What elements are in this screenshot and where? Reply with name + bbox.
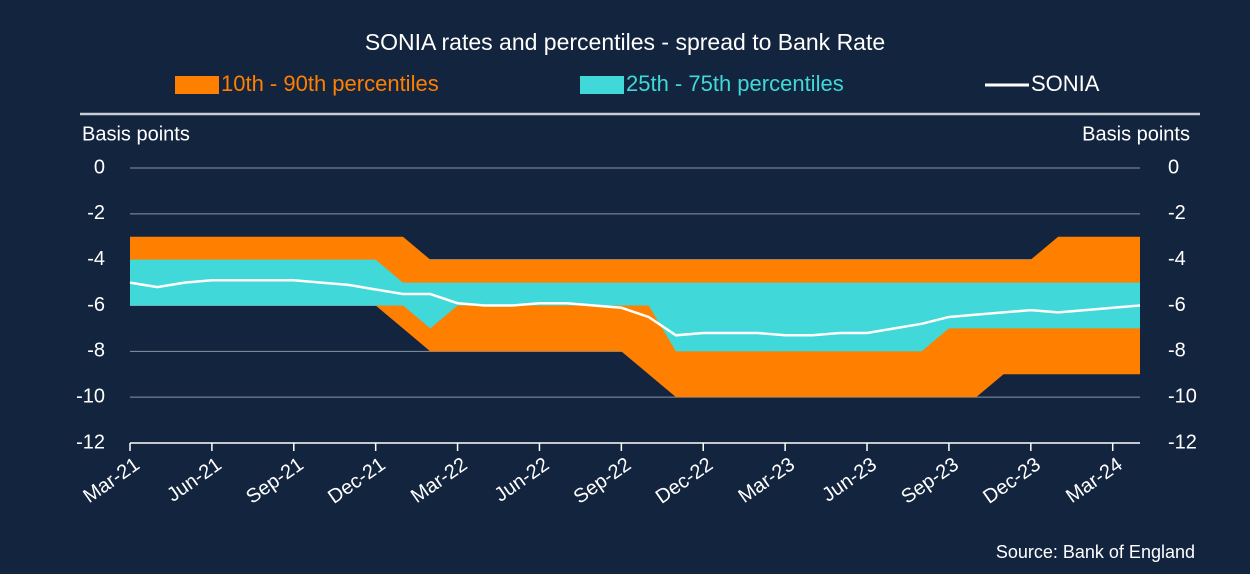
y-tick-label: -2 [87, 202, 105, 224]
sonia-line [129, 279, 1141, 337]
chart-title: SONIA rates and percentiles - spread to … [365, 29, 885, 55]
y-tick-label: -8 [87, 340, 105, 362]
y2-tick-label: -10 [1168, 385, 1197, 407]
y-tick-label: -10 [76, 385, 105, 407]
y2-tick-label: -8 [1168, 340, 1186, 362]
legend-swatch [580, 76, 624, 94]
y-tick-label: -12 [76, 431, 105, 453]
y2-tick-label: 0 [1168, 156, 1179, 178]
legend-label: 25th - 75th percentiles [626, 71, 844, 96]
y-tick-label: 0 [94, 156, 105, 178]
y-tick-label: -4 [87, 248, 105, 270]
legend-swatch [175, 76, 219, 94]
source-note: Source: Bank of England [996, 542, 1195, 562]
y2-tick-label: -12 [1168, 431, 1197, 453]
y2-tick-label: -2 [1168, 202, 1186, 224]
y-tick-label: -6 [87, 294, 105, 316]
legend-label: SONIA [1031, 71, 1100, 96]
y2-axis-title: Basis points [1082, 123, 1190, 145]
y2-tick-label: -6 [1168, 294, 1186, 316]
legend-label: 10th - 90th percentiles [221, 71, 439, 96]
y-axis-title: Basis points [82, 123, 190, 145]
y2-tick-label: -4 [1168, 248, 1186, 270]
